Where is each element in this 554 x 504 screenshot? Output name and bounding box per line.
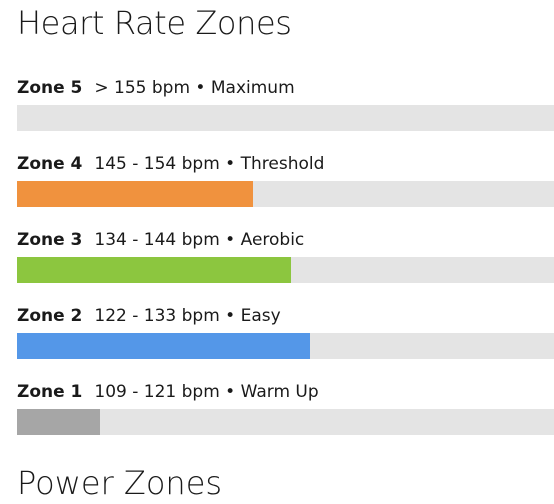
zone-label: Zone 1 109 - 121 bpm • Warm Up bbox=[17, 381, 554, 403]
zone-progress-fill bbox=[17, 409, 101, 435]
zone-progress-fill bbox=[17, 333, 310, 359]
zone-name: Zone 3 bbox=[17, 230, 83, 250]
page-title: Heart Rate Zones bbox=[17, 4, 292, 42]
zone-detail: 122 - 133 bpm • Easy bbox=[94, 306, 281, 326]
zone-name: Zone 4 bbox=[17, 154, 83, 174]
zone-progress-track bbox=[17, 181, 554, 207]
section-title: Power Zones bbox=[17, 464, 223, 502]
zone-label: Zone 5 > 155 bpm • Maximum bbox=[17, 77, 554, 99]
zone-row-4: Zone 4 145 - 154 bpm • Threshold bbox=[17, 153, 554, 207]
zone-label: Zone 4 145 - 154 bpm • Threshold bbox=[17, 153, 554, 175]
zone-progress-fill bbox=[17, 181, 254, 207]
zone-name: Zone 5 bbox=[17, 78, 83, 98]
zone-detail: 145 - 154 bpm • Threshold bbox=[94, 154, 325, 174]
zone-row-1: Zone 1 109 - 121 bpm • Warm Up bbox=[17, 381, 554, 435]
zone-progress-track bbox=[17, 105, 554, 131]
zone-detail: > 155 bpm • Maximum bbox=[94, 78, 295, 98]
zone-row-5: Zone 5 > 155 bpm • Maximum bbox=[17, 77, 554, 131]
zone-label: Zone 2 122 - 133 bpm • Easy bbox=[17, 305, 554, 327]
zone-progress-track bbox=[17, 409, 554, 435]
zone-label: Zone 3 134 - 144 bpm • Aerobic bbox=[17, 229, 554, 251]
zone-progress-fill bbox=[17, 257, 291, 283]
zone-detail: 134 - 144 bpm • Aerobic bbox=[94, 230, 305, 250]
zone-detail: 109 - 121 bpm • Warm Up bbox=[94, 382, 319, 402]
zone-name: Zone 2 bbox=[17, 306, 83, 326]
zone-progress-track bbox=[17, 333, 554, 359]
zone-row-2: Zone 2 122 - 133 bpm • Easy bbox=[17, 305, 554, 359]
zone-row-3: Zone 3 134 - 144 bpm • Aerobic bbox=[17, 229, 554, 283]
zone-name: Zone 1 bbox=[17, 382, 83, 402]
zone-progress-track bbox=[17, 257, 554, 283]
